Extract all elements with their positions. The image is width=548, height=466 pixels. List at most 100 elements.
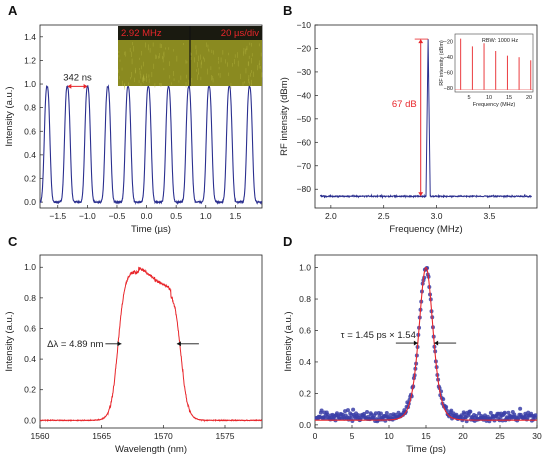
inset-x-tick-label: 10 (486, 95, 492, 101)
autocorrelation-data-point (373, 411, 378, 416)
x-axis-label: Wavelength (nm) (115, 444, 187, 455)
autocorrelation-data-point (319, 408, 324, 413)
x-axis-label: Frequency (MHz) (389, 224, 462, 235)
y-tick-label: 0.0 (299, 420, 311, 430)
x-tick-label: 25 (495, 431, 505, 441)
panel-letter: D (283, 234, 292, 249)
x-tick-label: −0.5 (109, 211, 126, 221)
sech2-fit-curve (315, 266, 537, 421)
y-tick-label: −60 (297, 137, 312, 147)
x-axis-label: Time (µs) (131, 224, 171, 235)
autocorrelation-data-point (454, 412, 459, 417)
plot-frame (39, 254, 263, 429)
inset-rbw-label: RBW: 1000 Hz (482, 38, 519, 44)
autocorrelation-data-point (362, 411, 367, 416)
y-axis-label: Intensity (a.u.) (4, 86, 15, 146)
y-tick-label: 0.6 (24, 323, 36, 333)
inset-y-tick-label: −20 (444, 40, 453, 46)
autocorrelation-data-point (488, 410, 493, 415)
y-tick-label: −50 (297, 114, 312, 124)
bandwidth-annotation: Δλ = 4.89 nm (47, 339, 103, 350)
autocorrelation-data-point (345, 408, 350, 413)
autocorrelation-data-point (444, 405, 449, 410)
inset-timebase-label: 20 µs/div (221, 28, 259, 39)
autocorrelation-data-point (518, 406, 523, 411)
x-tick-label: 0.0 (141, 211, 153, 221)
snr-annotation: 67 dB (392, 99, 417, 110)
x-tick-label: −1.0 (79, 211, 96, 221)
rf-spectrum-trace (319, 39, 532, 200)
panel-b-chart: 2.0 2.5 3.0 3.5 −80 −70 −60 −50 −40 −30 −20 −10 Freq… (279, 3, 538, 235)
autocorrelation-data-point (378, 411, 383, 416)
x-tick-label: −1.5 (49, 211, 66, 221)
y-axis-label: Intensity (a.u.) (283, 311, 294, 371)
autocorrelation-data-point (425, 265, 430, 270)
bandwidth-arrowhead-right (176, 341, 181, 347)
y-tick-label: 0.8 (24, 293, 36, 303)
y-tick-label: 1.0 (299, 263, 311, 273)
autocorrelation-data-point (477, 411, 482, 416)
x-tick-label: 0 (313, 431, 318, 441)
y-tick-label: 0.4 (24, 150, 36, 160)
x-tick-label: 1560 (31, 431, 50, 441)
autocorrelation-data-point (351, 407, 356, 412)
x-tick-label: 15 (421, 431, 431, 441)
inset-x-tick-label: 5 (467, 95, 470, 101)
panel-letter: B (283, 3, 292, 18)
autocorrelation-data-point (449, 408, 454, 413)
y-tick-label: −20 (297, 43, 312, 53)
pulse-train-trace (39, 83, 263, 206)
y-tick-label: −10 (297, 20, 312, 30)
y-tick-label: 0.4 (299, 357, 311, 367)
period-arrowhead-left (67, 83, 72, 89)
duration-arrowhead-left (413, 340, 418, 346)
snr-arrowhead-top (418, 39, 424, 44)
inset-y-tick-label: −40 (444, 55, 453, 61)
period-annotation: 342 ns (63, 72, 92, 83)
inset-x-axis-label: Frequency (MHz) (473, 102, 516, 108)
x-tick-label: 5 (350, 431, 355, 441)
y-tick-label: 1.4 (24, 32, 36, 42)
y-tick-label: 0.0 (24, 415, 36, 425)
x-tick-label: 3.5 (484, 211, 496, 221)
plot-frame (39, 24, 263, 209)
y-axis-label: RF intensity (dBm) (279, 77, 290, 156)
y-tick-label: 0.2 (299, 388, 311, 398)
panel-c-chart: 1560 1565 1570 1575 0.0 0.2 0.4 0.6 0.8 1.0 Wavele… (4, 234, 263, 455)
y-tick-label: 0.4 (24, 354, 36, 364)
x-tick-label: 10 (384, 431, 394, 441)
y-tick-label: 1.0 (24, 79, 36, 89)
inset-x-tick-label: 20 (526, 95, 532, 101)
x-tick-label: 1575 (216, 431, 235, 441)
duration-annotation: τ = 1.45 ps × 1.54 (341, 330, 416, 341)
inset-y-axis-label: RF intensity (dBm) (439, 40, 445, 86)
y-tick-label: 0.8 (299, 294, 311, 304)
y-tick-label: 0.6 (24, 126, 36, 136)
y-axis-label: Intensity (a.u.) (4, 311, 15, 371)
y-tick-label: −30 (297, 67, 312, 77)
x-tick-label: 1.0 (200, 211, 212, 221)
x-tick-label: 2.0 (325, 211, 337, 221)
panel-d-chart: 0 5 10 15 20 25 30 0.0 0.2 0.4 0.6 0.8 1.0 Time (ps) I… (283, 234, 542, 455)
x-tick-label: 30 (532, 431, 542, 441)
y-tick-label: −80 (297, 184, 312, 194)
bandwidth-arrowhead-left (117, 341, 122, 347)
inset-y-tick-label: −80 (444, 86, 453, 92)
y-tick-label: 1.2 (24, 55, 36, 65)
period-arrowhead-right (83, 83, 88, 89)
inset-x-tick-label: 15 (506, 95, 512, 101)
panel-letter: A (8, 3, 18, 18)
panel-a-chart: −1.5 −1.0 −0.5 0.0 0.5 1.0 1.5 0.0 0.2 0.4 0.6 0.8 1… (4, 3, 263, 235)
panel-letter: C (8, 234, 18, 249)
plot-frame (314, 254, 538, 429)
y-tick-label: 0.8 (24, 103, 36, 113)
x-tick-label: 1570 (154, 431, 173, 441)
autocorrelation-data-point (506, 410, 511, 415)
y-tick-label: 0.6 (299, 325, 311, 335)
duration-arrowhead-right (434, 340, 439, 346)
x-tick-label: 1565 (92, 431, 111, 441)
y-tick-label: −70 (297, 161, 312, 171)
x-tick-label: 3.0 (431, 211, 443, 221)
x-tick-label: 20 (458, 431, 468, 441)
